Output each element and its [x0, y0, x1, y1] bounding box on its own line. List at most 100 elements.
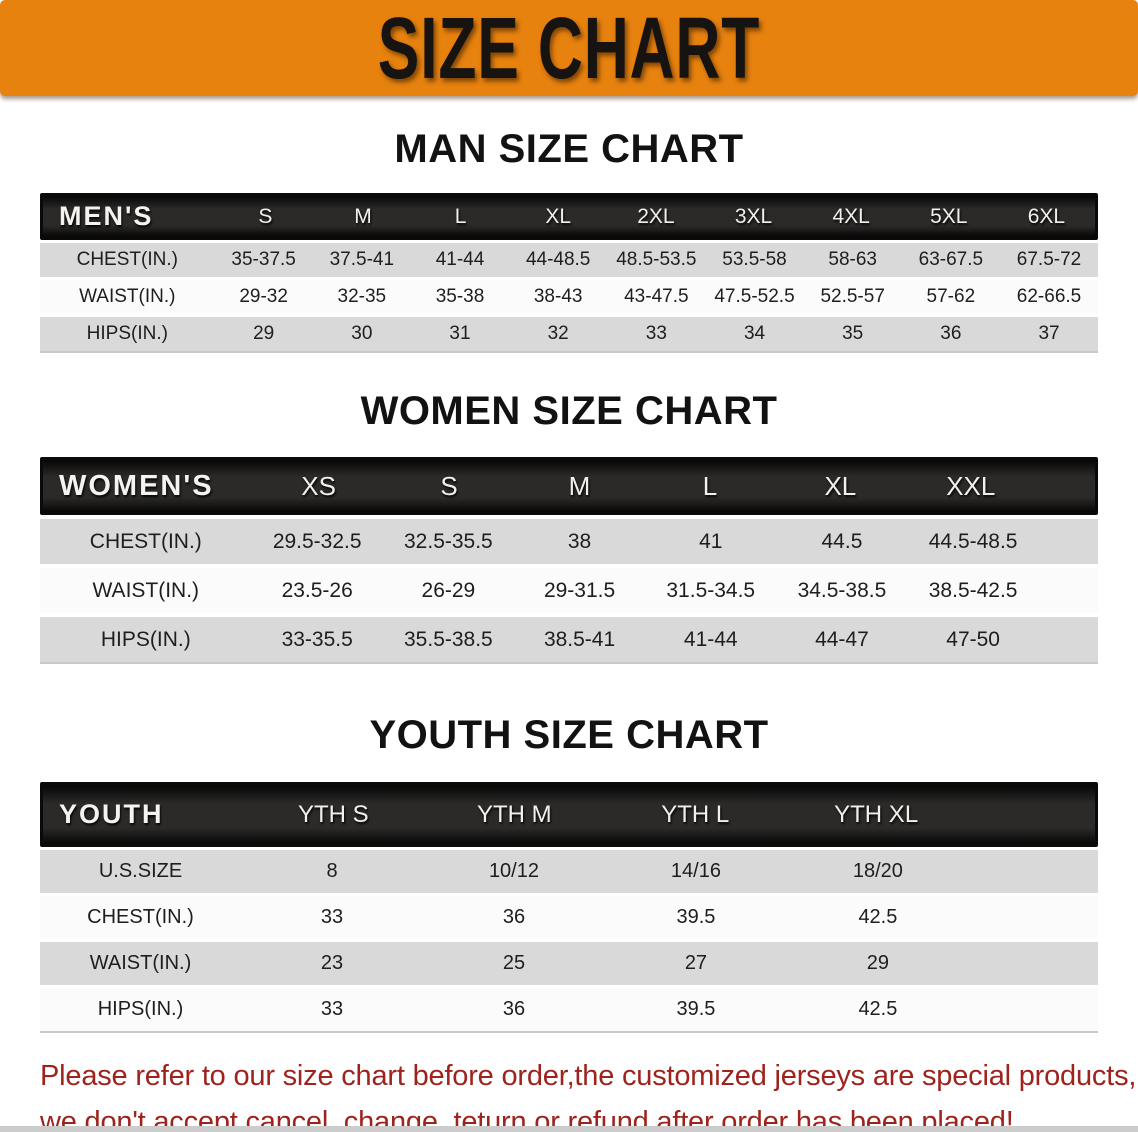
value-cell: 36	[502, 906, 526, 928]
men-size-header: 5XL	[930, 204, 968, 228]
women-table-row: WAIST(IN.) 23.5-26 26-29 29-31.5 31.5-34.5 34…	[40, 568, 1098, 613]
youth-section: YOUTH SIZE CHART YOUTH YTH S YTH M YTH L YTH…	[40, 713, 1098, 1033]
value-cell: 38-43	[533, 286, 583, 307]
banner-title: SIZE CHART	[377, 0, 761, 97]
row-label: CHEST(IN.)	[87, 906, 194, 928]
value-cell: 31	[449, 323, 471, 344]
value-cell: 34	[743, 323, 766, 344]
row-label: WAIST(IN.)	[92, 578, 200, 602]
men-rows: CHEST(IN.) 35-37.5 37.5-41 41-44 44-48.5 48.5…	[40, 243, 1098, 353]
men-size-header: L	[454, 204, 467, 228]
youth-rows: U.S.SIZE 8 10/12 14/16 18/20 CHEST(IN.) 33 36 39…	[40, 850, 1098, 1033]
value-cell: 38	[567, 529, 592, 553]
women-size-header: M	[568, 470, 591, 501]
value-cell: 41	[699, 529, 723, 553]
youth-section-title: YOUTH SIZE CHART	[369, 713, 769, 757]
youth-table-row: CHEST(IN.) 33 36 39.5 42.5	[40, 896, 1098, 939]
men-table-row: HIPS(IN.) 29 30 31 32 33 34 35 36 37	[40, 317, 1098, 351]
value-cell: 29	[866, 952, 890, 974]
value-cell: 10/12	[488, 860, 539, 882]
value-cell: 39.5	[676, 998, 716, 1020]
men-group-label: MEN'S	[59, 201, 154, 231]
youth-size-header: YTH S	[298, 800, 369, 828]
value-cell: 53.5-58	[722, 249, 787, 270]
value-cell: 42.5	[858, 998, 898, 1020]
women-group-label: WOMEN'S	[59, 469, 214, 502]
value-cell: 36	[940, 323, 962, 344]
value-cell: 37.5-41	[329, 249, 395, 270]
value-cell: 29-32	[239, 286, 288, 307]
men-section-title: MAN SIZE CHART	[394, 127, 744, 171]
men-size-header: 2XL	[637, 204, 675, 228]
value-cell: 35	[842, 323, 864, 344]
men-size-header: XL	[545, 204, 572, 228]
women-size-header: S	[440, 470, 458, 501]
men-size-header: M	[354, 204, 372, 228]
value-cell: 26-29	[421, 578, 476, 602]
youth-size-header: YTH L	[661, 800, 730, 828]
row-label: U.S.SIZE	[98, 860, 183, 882]
youth-table-row: HIPS(IN.) 33 36 39.5 42.5	[40, 988, 1098, 1031]
men-size-header: 4XL	[832, 204, 870, 228]
value-cell: 44-47	[815, 627, 869, 651]
women-size-header: XXL	[946, 470, 996, 501]
value-cell: 31.5-34.5	[666, 578, 756, 602]
value-cell: 43-47.5	[624, 286, 689, 307]
value-cell: 14/16	[670, 860, 721, 882]
women-rows: CHEST(IN.) 29.5-32.5 32.5-35.5 38 41 44.5 44.5…	[40, 519, 1098, 664]
women-size-header: L	[702, 470, 718, 501]
men-size-header: 6XL	[1027, 204, 1066, 228]
youth-size-header: YTH M	[476, 800, 552, 828]
row-label: HIPS(IN.)	[86, 323, 168, 344]
value-cell: 37	[1038, 323, 1060, 344]
row-label: WAIST(IN.)	[89, 952, 192, 974]
value-cell: 18/20	[852, 860, 903, 882]
value-cell: 67.5-72	[1016, 249, 1082, 270]
order-disclaimer-note: Please refer to our size chart before or…	[40, 1053, 1137, 1132]
value-cell: 44.5-48.5	[928, 529, 1018, 553]
value-cell: 47-50	[946, 627, 1000, 651]
youth-size-header: YTH XL	[834, 800, 919, 828]
men-table-row: CHEST(IN.) 35-37.5 37.5-41 41-44 44-48.5 48.5…	[40, 243, 1098, 277]
men-header-band: MEN'S S M L XL 2XL 3XL 4XL 5XL 6XL	[40, 193, 1098, 240]
women-section: WOMEN SIZE CHART WOMEN'S XS S M L XL XXL CHEST(…	[40, 389, 1098, 664]
youth-group-label: YOUTH	[59, 799, 164, 829]
value-cell: 30	[351, 323, 373, 344]
value-cell: 62-66.5	[1016, 286, 1082, 307]
value-cell: 44-48.5	[525, 249, 591, 270]
men-size-table: MEN'S S M L XL 2XL 3XL 4XL 5XL 6XL CHEST(IN.) 35-37…	[40, 193, 1098, 353]
women-size-table: WOMEN'S XS S M L XL XXL CHEST(IN.) 29.5-32.5 32.5…	[40, 457, 1098, 664]
youth-table-row: U.S.SIZE 8 10/12 14/16 18/20	[40, 850, 1098, 893]
value-cell: 27	[684, 952, 708, 974]
value-cell: 39.5	[676, 906, 716, 928]
row-label: HIPS(IN.)	[100, 627, 191, 651]
men-size-header: S	[258, 204, 273, 228]
row-label: CHEST(IN.)	[76, 249, 178, 270]
value-cell: 23	[320, 952, 344, 974]
value-cell: 29	[253, 323, 275, 344]
value-cell: 33	[320, 906, 344, 928]
women-size-header: XS	[301, 470, 336, 501]
value-cell: 35-37.5	[231, 249, 296, 270]
value-cell: 32.5-35.5	[404, 529, 493, 553]
content-area: MAN SIZE CHART MEN'S S M L XL 2XL 3XL 4XL 5XL 6XL…	[0, 127, 1138, 1033]
value-cell: 34.5-38.5	[797, 578, 887, 602]
value-cell: 33	[320, 998, 344, 1020]
row-label: HIPS(IN.)	[97, 998, 184, 1020]
value-cell: 42.5	[858, 906, 898, 928]
value-cell: 33	[645, 323, 667, 344]
value-cell: 35-38	[435, 286, 485, 307]
value-cell: 48.5-53.5	[616, 249, 697, 270]
value-cell: 36	[502, 998, 526, 1020]
value-cell: 47.5-52.5	[714, 286, 795, 307]
disclaimer-line: Please refer to our size chart before or…	[40, 1060, 1137, 1092]
value-cell: 38.5-41	[543, 627, 616, 651]
value-cell: 41-44	[435, 249, 485, 270]
women-header-band: WOMEN'S XS S M L XL XXL	[40, 457, 1098, 515]
women-size-header: XL	[824, 470, 857, 501]
value-cell: 38.5-42.5	[928, 578, 1018, 602]
women-section-title: WOMEN SIZE CHART	[360, 389, 778, 433]
value-cell: 57-62	[926, 286, 976, 307]
row-label: CHEST(IN.)	[89, 529, 202, 553]
value-cell: 23.5-26	[281, 578, 353, 602]
